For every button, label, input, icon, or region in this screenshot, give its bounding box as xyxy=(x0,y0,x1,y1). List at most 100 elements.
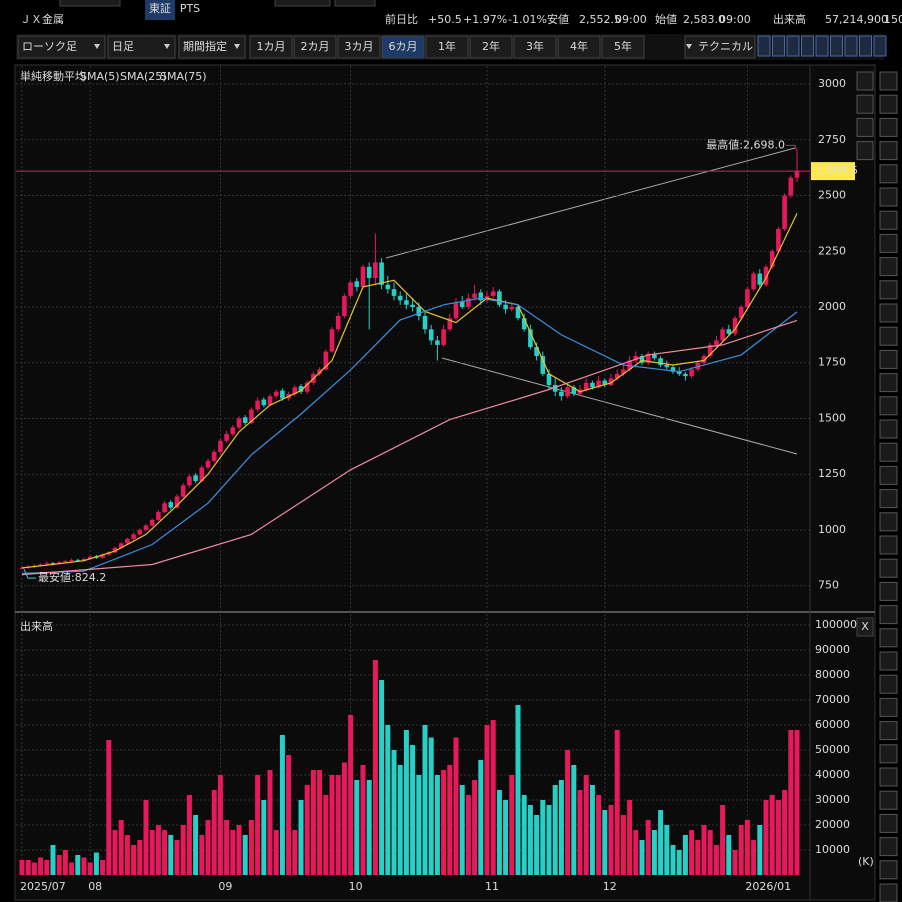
tool-button[interactable] xyxy=(879,697,898,717)
candle-body xyxy=(416,307,422,316)
header-pct2: -1.01% xyxy=(508,13,547,26)
tool-button[interactable] xyxy=(879,465,898,485)
range-button[interactable] xyxy=(381,35,425,59)
tool-button[interactable] xyxy=(859,35,872,57)
tool-button[interactable] xyxy=(879,442,898,462)
candle-body xyxy=(720,329,725,341)
volume-bar xyxy=(273,830,279,875)
tool-button[interactable] xyxy=(772,35,785,57)
range-button[interactable] xyxy=(557,35,601,59)
volume-bar xyxy=(794,730,800,875)
candle-body xyxy=(645,353,651,363)
low-marker xyxy=(23,568,36,579)
range-button[interactable] xyxy=(293,35,337,59)
tool-button[interactable] xyxy=(873,35,887,57)
dropdown[interactable] xyxy=(178,35,246,59)
range-button[interactable] xyxy=(249,35,293,59)
candle-body xyxy=(304,382,310,392)
volume-bar xyxy=(106,740,112,875)
tool-button[interactable] xyxy=(856,141,874,161)
tool-button[interactable] xyxy=(879,721,898,741)
tool-button[interactable] xyxy=(879,651,898,671)
tool-button[interactable] xyxy=(879,489,898,509)
y-tick-label: 40000 xyxy=(815,768,850,781)
tool-button[interactable] xyxy=(879,813,898,833)
candle-body xyxy=(100,554,105,558)
tool-button[interactable] xyxy=(879,396,898,416)
volume-bar xyxy=(93,852,99,875)
dropdown[interactable] xyxy=(17,35,106,59)
tool-button[interactable] xyxy=(879,581,898,601)
range-button[interactable] xyxy=(337,35,381,59)
tool-button[interactable] xyxy=(801,35,814,57)
market-tab[interactable] xyxy=(145,0,175,20)
tool-button[interactable] xyxy=(879,233,898,253)
volume-bar xyxy=(174,840,180,875)
tool-button[interactable] xyxy=(879,837,898,857)
tool-button[interactable] xyxy=(879,744,898,764)
volume-bar xyxy=(242,835,248,875)
volume-bar xyxy=(224,820,230,875)
tool-button[interactable] xyxy=(879,674,898,694)
y-tick-label: 2000 xyxy=(818,300,846,313)
range-button[interactable] xyxy=(513,35,557,59)
range-button[interactable] xyxy=(469,35,513,59)
tool-button[interactable] xyxy=(879,141,898,161)
range-label: 5年 xyxy=(614,39,632,53)
tool-button[interactable] xyxy=(879,326,898,346)
tool-button[interactable] xyxy=(757,35,771,57)
close-pane[interactable] xyxy=(856,617,874,637)
tool-button[interactable] xyxy=(815,35,829,57)
tool-button[interactable] xyxy=(830,35,843,57)
candle-body xyxy=(218,440,223,452)
volume-bar xyxy=(143,800,149,875)
tool-button[interactable] xyxy=(844,35,858,57)
candle-body xyxy=(503,304,508,310)
volume-bar xyxy=(38,857,44,875)
tool-button[interactable] xyxy=(879,558,898,578)
tool-button[interactable] xyxy=(879,790,898,810)
tool-button[interactable] xyxy=(879,605,898,625)
tool-button[interactable] xyxy=(879,117,898,137)
volume-bar xyxy=(751,840,757,875)
x-tick-label: 11 xyxy=(485,880,499,893)
tool-button[interactable] xyxy=(879,303,898,323)
tool-button[interactable] xyxy=(879,210,898,230)
tool-button[interactable] xyxy=(879,860,898,880)
volume-bar xyxy=(633,830,639,875)
tool-button[interactable] xyxy=(786,35,800,57)
tool-button[interactable] xyxy=(879,187,898,207)
dropdown[interactable] xyxy=(684,35,756,59)
tool-button[interactable] xyxy=(879,628,898,648)
tool-button[interactable] xyxy=(879,94,898,114)
tool-button[interactable] xyxy=(879,373,898,393)
candle-body xyxy=(472,293,477,299)
volume-bar xyxy=(447,765,453,875)
tool-button[interactable] xyxy=(856,71,874,91)
volume-bar xyxy=(236,825,242,875)
tool-button[interactable] xyxy=(879,512,898,532)
tool-button[interactable] xyxy=(879,71,898,91)
tool-button[interactable] xyxy=(856,94,874,114)
candle-body xyxy=(317,369,322,374)
tool-button[interactable] xyxy=(879,883,898,902)
tool-button[interactable] xyxy=(879,349,898,369)
top-tab[interactable] xyxy=(59,0,121,7)
tool-button[interactable] xyxy=(879,419,898,439)
candle-body xyxy=(732,318,738,334)
tool-button[interactable] xyxy=(879,164,898,184)
tool-button[interactable] xyxy=(879,280,898,300)
tool-button[interactable] xyxy=(879,257,898,277)
top-tab[interactable] xyxy=(334,0,376,7)
top-tab[interactable] xyxy=(274,0,331,7)
tool-button[interactable] xyxy=(856,117,874,137)
tool-button[interactable] xyxy=(879,767,898,787)
volume-bar xyxy=(658,810,664,875)
range-button[interactable] xyxy=(601,35,645,59)
range-label: 2年 xyxy=(482,39,500,53)
range-button[interactable] xyxy=(425,35,469,59)
dropdown[interactable] xyxy=(107,35,176,59)
candle-body xyxy=(19,567,25,569)
tool-button[interactable] xyxy=(879,535,898,555)
volume-bar xyxy=(726,835,732,875)
